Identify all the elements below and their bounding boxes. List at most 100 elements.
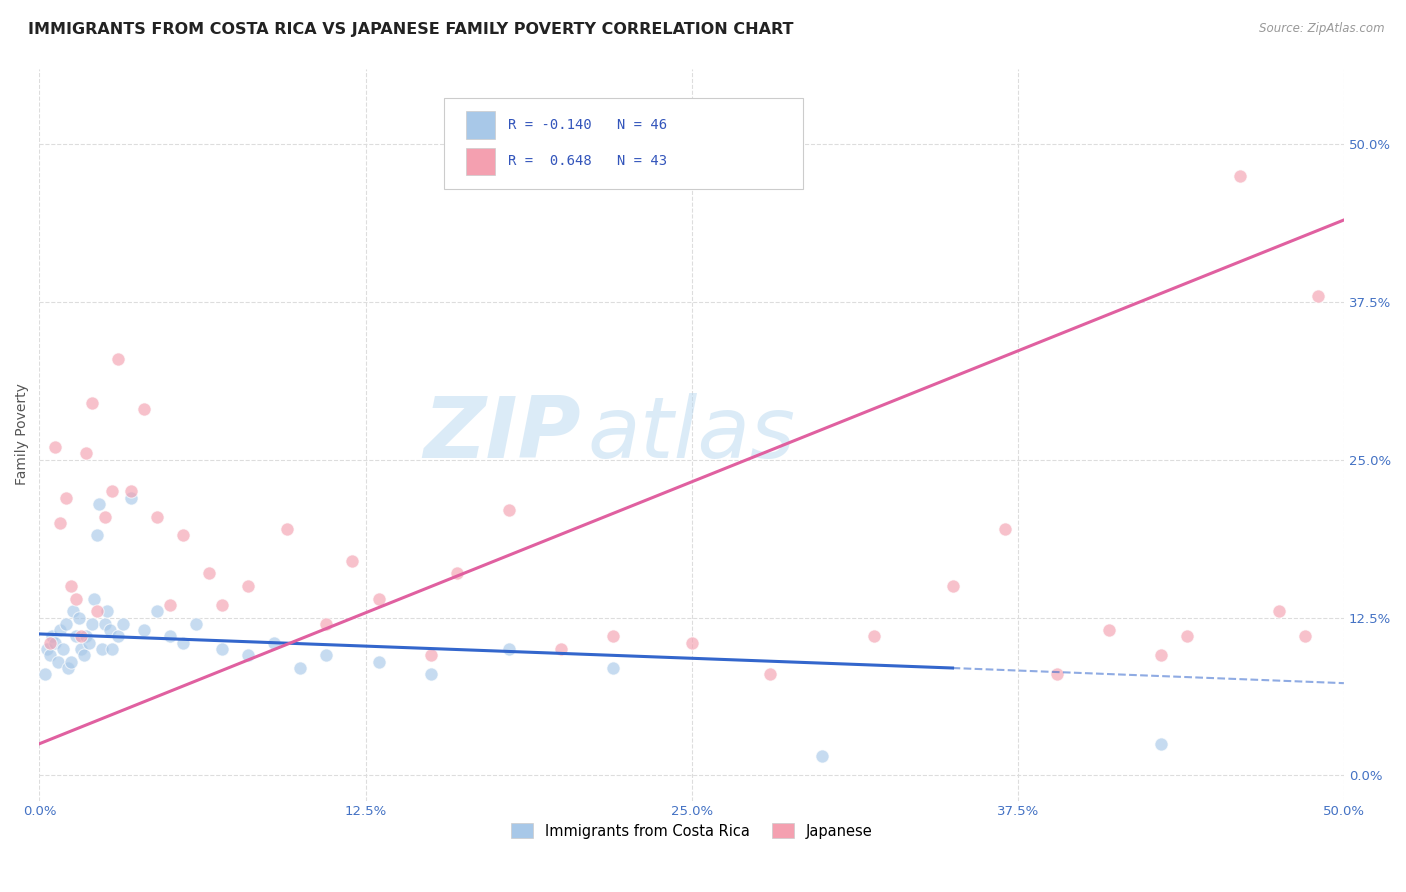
Point bbox=[132, 623, 155, 637]
Point bbox=[681, 636, 703, 650]
Point bbox=[55, 616, 77, 631]
Y-axis label: Family Poverty: Family Poverty bbox=[15, 384, 30, 485]
FancyBboxPatch shape bbox=[465, 147, 495, 176]
Legend: Immigrants from Costa Rica, Japanese: Immigrants from Costa Rica, Japanese bbox=[506, 817, 877, 845]
Point bbox=[59, 579, 82, 593]
Point bbox=[172, 636, 194, 650]
Point bbox=[75, 630, 97, 644]
Point bbox=[550, 642, 572, 657]
Point bbox=[89, 497, 111, 511]
Point bbox=[86, 604, 108, 618]
Point bbox=[498, 503, 520, 517]
Point bbox=[146, 509, 169, 524]
Point bbox=[73, 648, 96, 663]
Point bbox=[70, 630, 93, 644]
Point bbox=[86, 528, 108, 542]
Point bbox=[198, 566, 221, 581]
Point bbox=[290, 661, 312, 675]
Point bbox=[96, 604, 118, 618]
Point bbox=[367, 655, 389, 669]
Point bbox=[315, 648, 337, 663]
Point bbox=[44, 636, 66, 650]
Point bbox=[101, 642, 124, 657]
Point bbox=[1150, 737, 1173, 751]
Point bbox=[38, 636, 60, 650]
Point bbox=[49, 623, 72, 637]
Point bbox=[65, 591, 87, 606]
Point bbox=[93, 509, 115, 524]
Point bbox=[184, 616, 207, 631]
Point bbox=[34, 667, 56, 681]
Point bbox=[863, 630, 886, 644]
Point bbox=[159, 630, 181, 644]
Point bbox=[132, 402, 155, 417]
Point bbox=[1306, 288, 1329, 302]
Point bbox=[93, 616, 115, 631]
Point bbox=[98, 623, 121, 637]
Point bbox=[55, 491, 77, 505]
Point bbox=[77, 636, 100, 650]
Text: ZIP: ZIP bbox=[423, 393, 581, 476]
Point bbox=[44, 440, 66, 454]
Point bbox=[236, 579, 259, 593]
Point bbox=[941, 579, 963, 593]
Point bbox=[91, 642, 114, 657]
Point bbox=[52, 642, 75, 657]
Point bbox=[1229, 169, 1251, 183]
Point bbox=[107, 351, 129, 366]
Text: R =  0.648   N = 43: R = 0.648 N = 43 bbox=[508, 154, 666, 169]
Point bbox=[120, 491, 142, 505]
Point bbox=[236, 648, 259, 663]
Point bbox=[49, 516, 72, 530]
Point bbox=[211, 598, 233, 612]
Point bbox=[80, 396, 103, 410]
Point bbox=[59, 655, 82, 669]
Point bbox=[56, 661, 79, 675]
Point bbox=[1098, 623, 1121, 637]
Point bbox=[111, 616, 134, 631]
Point bbox=[759, 667, 782, 681]
Point bbox=[1175, 630, 1198, 644]
Point bbox=[263, 636, 285, 650]
Point bbox=[41, 630, 63, 644]
Point bbox=[315, 616, 337, 631]
Point bbox=[342, 554, 364, 568]
Point bbox=[1046, 667, 1069, 681]
Point bbox=[994, 522, 1017, 536]
Point bbox=[37, 642, 59, 657]
Point bbox=[67, 610, 90, 624]
Point bbox=[62, 604, 84, 618]
Point bbox=[172, 528, 194, 542]
Point bbox=[367, 591, 389, 606]
Text: Source: ZipAtlas.com: Source: ZipAtlas.com bbox=[1260, 22, 1385, 36]
Point bbox=[1267, 604, 1289, 618]
Point bbox=[83, 591, 105, 606]
Text: IMMIGRANTS FROM COSTA RICA VS JAPANESE FAMILY POVERTY CORRELATION CHART: IMMIGRANTS FROM COSTA RICA VS JAPANESE F… bbox=[28, 22, 793, 37]
Point bbox=[211, 642, 233, 657]
Point bbox=[146, 604, 169, 618]
FancyBboxPatch shape bbox=[444, 98, 803, 189]
Point bbox=[120, 484, 142, 499]
FancyBboxPatch shape bbox=[465, 111, 495, 139]
Point bbox=[602, 630, 624, 644]
Text: atlas: atlas bbox=[588, 393, 796, 476]
Point bbox=[811, 749, 834, 764]
Point bbox=[65, 630, 87, 644]
Point bbox=[70, 642, 93, 657]
Point bbox=[80, 616, 103, 631]
Text: R = -0.140   N = 46: R = -0.140 N = 46 bbox=[508, 118, 666, 132]
Point bbox=[276, 522, 298, 536]
Point bbox=[1150, 648, 1173, 663]
Point bbox=[1294, 630, 1316, 644]
Point bbox=[446, 566, 468, 581]
Point bbox=[107, 630, 129, 644]
Point bbox=[602, 661, 624, 675]
Point bbox=[75, 446, 97, 460]
Point bbox=[498, 642, 520, 657]
Point bbox=[46, 655, 69, 669]
Point bbox=[38, 648, 60, 663]
Point bbox=[159, 598, 181, 612]
Point bbox=[101, 484, 124, 499]
Point bbox=[419, 667, 441, 681]
Point bbox=[419, 648, 441, 663]
